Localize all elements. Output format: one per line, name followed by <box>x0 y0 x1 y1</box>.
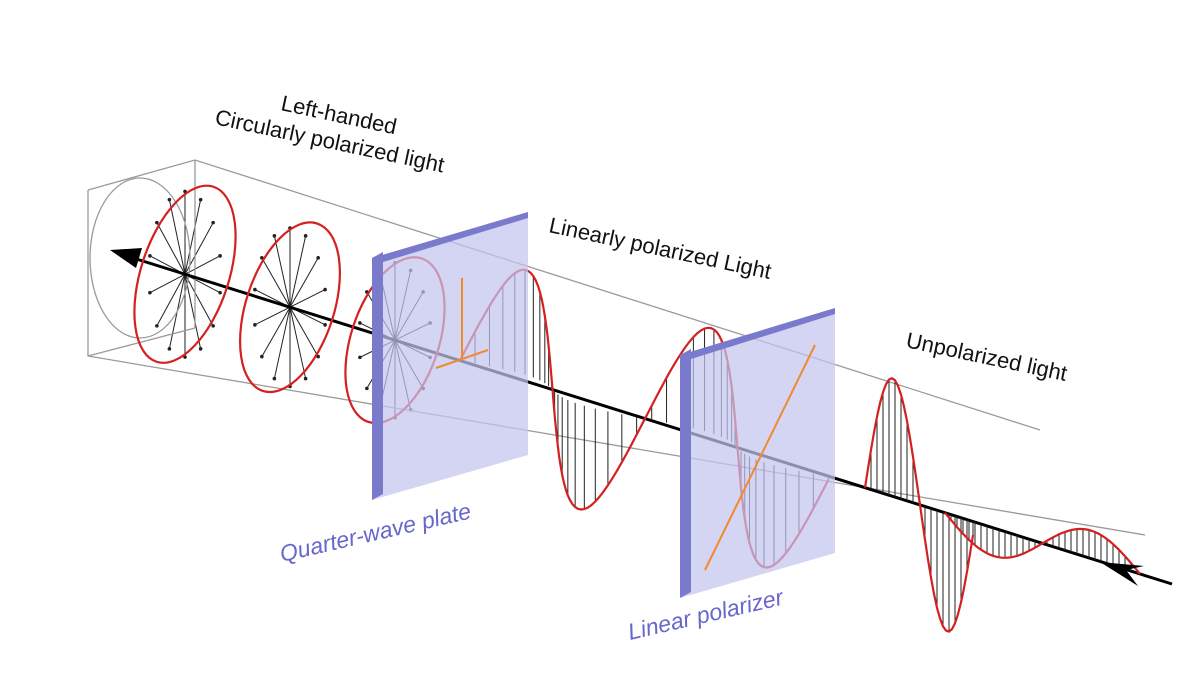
quarter-wave-slow-axis <box>435 349 489 369</box>
field-vector-tip <box>365 386 369 391</box>
field-vector <box>149 273 186 294</box>
field-vector-tip <box>260 354 264 359</box>
output-arrow-icon <box>110 248 142 268</box>
field-vector-tip <box>272 234 277 238</box>
field-vector-tip <box>272 376 277 381</box>
field-vector <box>289 306 319 357</box>
circular-loop <box>238 221 342 394</box>
field-vector-tip <box>155 220 159 225</box>
label-linearly-polarized: Linearly polarized Light <box>547 212 774 283</box>
linear-polarizer-face <box>680 308 835 598</box>
field-vector-tip <box>358 355 362 360</box>
unpolarized-wave-horizontal <box>944 512 1141 575</box>
field-vector-tip <box>253 323 257 327</box>
field-vector-tip <box>198 347 203 351</box>
field-vector <box>289 307 307 379</box>
quarter-wave-plate-face <box>372 212 528 500</box>
field-vector-tip <box>303 376 308 381</box>
field-vector-tip <box>323 287 327 292</box>
label-linear-polarizer: Linear polarizer <box>625 584 787 645</box>
field-vector <box>289 257 319 308</box>
field-vector <box>156 274 186 327</box>
field-vector <box>289 289 326 308</box>
field-vector-tip <box>218 254 222 258</box>
field-vector-tip <box>211 324 215 328</box>
field-vector-tip <box>303 234 308 238</box>
linear-polarizer-top-edge <box>680 308 835 359</box>
field-vector-tip <box>148 290 152 295</box>
linear-polarizer <box>680 308 835 598</box>
field-vector-tip <box>323 323 327 327</box>
field-vector-tip <box>218 290 222 295</box>
field-vector <box>273 307 291 379</box>
light-beam-axis <box>129 255 1173 586</box>
field-vector <box>168 199 186 275</box>
label-unpolarized: Unpolarized light <box>904 327 1069 386</box>
field-vector-tip <box>358 321 362 325</box>
tube-edge-front <box>87 327 196 357</box>
quarter-wave-plate-top-edge <box>372 212 528 262</box>
label-quarter-wave-plate: Quarter-wave plate <box>277 498 473 567</box>
field-vector-tip <box>316 256 320 260</box>
field-vector <box>184 199 202 275</box>
field-vector <box>261 306 291 357</box>
field-vector-tip <box>167 347 172 351</box>
circular-loop <box>133 184 237 364</box>
field-vector-tip <box>198 197 203 202</box>
unpolarized-wave <box>863 376 1141 633</box>
field-vector-tip <box>253 287 257 292</box>
polarizer-transmission-axis <box>704 344 816 571</box>
quarter-wave-plate <box>372 212 528 500</box>
field-vector <box>184 274 202 349</box>
field-vector-tip <box>211 220 215 225</box>
unpolarized-field-lines <box>870 379 1138 632</box>
field-vector-tip <box>148 254 152 258</box>
field-vector <box>261 257 291 308</box>
field-vector <box>254 306 291 326</box>
field-vector-tip <box>167 197 172 202</box>
tube-edge-upper <box>87 159 1041 431</box>
field-vector <box>184 274 214 327</box>
field-vector <box>156 222 186 275</box>
input-arrow-icon <box>1100 562 1144 586</box>
field-vector <box>273 235 291 308</box>
field-vector <box>289 235 307 308</box>
field-vector-tip <box>155 324 159 328</box>
field-vector <box>184 255 221 275</box>
tube-end-circle <box>89 177 191 339</box>
quarter-wave-plate-edge <box>372 252 383 500</box>
linear-polarizer-edge <box>680 349 691 598</box>
unpolarized-wave-vertical <box>863 376 975 633</box>
